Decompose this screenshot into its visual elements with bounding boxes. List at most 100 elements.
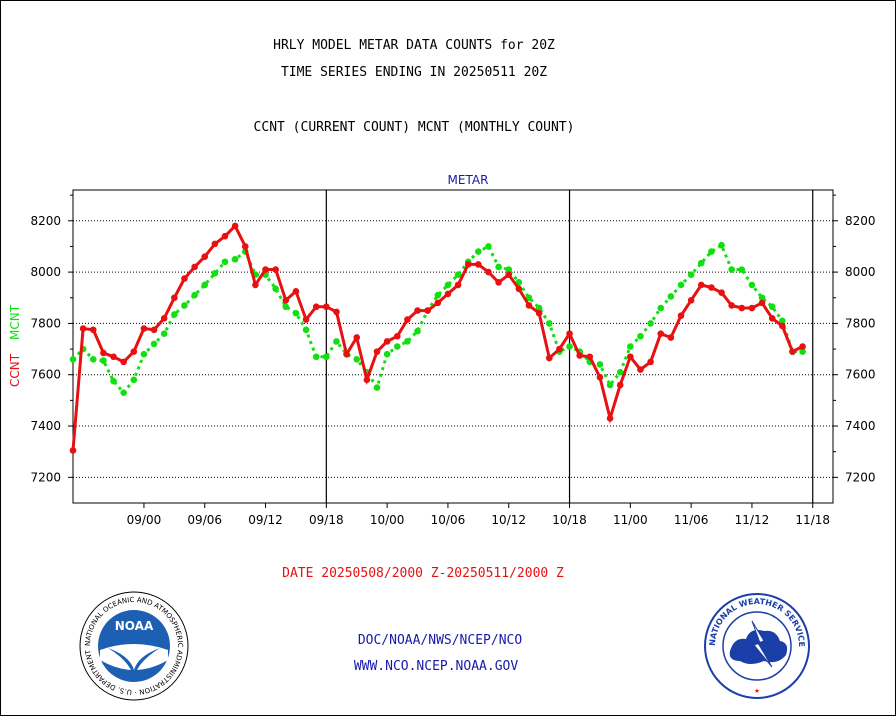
mcnt-series-point (485, 243, 492, 250)
mcnt-series-point (697, 259, 705, 267)
ccnt-series-point (171, 294, 178, 302)
ccnt-series-point (302, 316, 310, 323)
mcnt-series-point (100, 357, 107, 364)
mcnt-series-point (495, 263, 502, 271)
mcnt-series-point (160, 330, 168, 337)
ccnt-series-point (363, 376, 371, 384)
mcnt-series-point (606, 381, 614, 389)
y-tick-label-left: 7200 (30, 470, 61, 484)
x-tick-label: 09/12 (248, 513, 283, 527)
noaa-logo-text: NOAA (115, 619, 154, 633)
mcnt-series-point (779, 317, 786, 325)
ccnt-series-point (191, 263, 198, 271)
mcnt-series-point (444, 281, 452, 289)
ccnt-series-point (667, 334, 675, 341)
ccnt-series-point (616, 381, 624, 389)
mcnt-series-point (728, 266, 735, 273)
mcnt-series-point (373, 384, 381, 391)
mcnt-series-point (738, 266, 746, 273)
mcnt-series-point (110, 377, 117, 385)
mcnt-series-point (231, 255, 239, 263)
mcnt-series-point (292, 309, 300, 317)
mcnt-series-point (150, 340, 158, 348)
y-axis-label-mcnt: MCNT (8, 304, 22, 340)
ccnt-series-point (201, 253, 209, 261)
y-axis-label-ccnt: CCNT (8, 353, 22, 387)
agency-label: DOC/NOAA/NWS/NCEP/NCO (357, 633, 523, 648)
ccnt-series-point (414, 307, 421, 314)
ccnt-series-point (282, 297, 290, 304)
mcnt-series-point (221, 258, 229, 266)
ccnt-series-point (444, 290, 452, 298)
ccnt-series-point (343, 350, 350, 358)
mcnt-series-point (657, 304, 665, 312)
mcnt-series-point (545, 320, 553, 327)
mcnt-series-point (758, 294, 766, 302)
noaa-logo: NATIONAL OCEANIC AND ATMOSPHERIC ADMINIS… (78, 590, 189, 701)
mcnt-series-point (171, 311, 178, 318)
ccnt-series-point (515, 285, 523, 293)
x-tick-label: 10/06 (431, 513, 466, 527)
ccnt-series-point (130, 348, 138, 355)
ccnt-series-point (89, 326, 97, 334)
ccnt-series-point (799, 343, 806, 350)
date-range-label: DATE 20250508/2000 Z-20250511/2000 Z (282, 566, 564, 581)
ccnt-series-point (545, 354, 553, 362)
ccnt-series-point (657, 330, 665, 337)
ccnt-series-point (768, 314, 776, 322)
ccnt-series-point (637, 366, 644, 373)
mcnt-series-point (333, 338, 340, 345)
ccnt-series-point (596, 373, 604, 381)
ccnt-series-point (738, 304, 746, 312)
mcnt-series-point (120, 389, 127, 396)
mcnt-series-point (677, 281, 685, 289)
mcnt-series-point (282, 303, 290, 311)
mcnt-series-point (596, 361, 604, 368)
y-tick-label-left: 7400 (30, 419, 61, 433)
ccnt-series-point (241, 243, 249, 250)
y-tick-label-right: 8200 (845, 214, 876, 228)
y-tick-label-left: 8000 (30, 265, 61, 279)
ccnt-series-point (475, 261, 482, 268)
mcnt-series-point (708, 248, 715, 255)
website-label: WWW.NCO.NCEP.NOAA.GOV (353, 659, 519, 674)
ccnt-series-point (272, 266, 279, 273)
ccnt-series-point (556, 345, 563, 353)
mcnt-series-point (799, 348, 806, 355)
y-tick-label-left: 7600 (30, 368, 61, 382)
x-tick-label: 10/12 (491, 513, 526, 527)
mcnt-series-point (89, 356, 97, 363)
ccnt-series-point (262, 266, 269, 273)
ccnt-series-point (434, 299, 442, 307)
mcnt-series-point (201, 281, 209, 289)
ccnt-series-point (373, 348, 381, 355)
mcnt-series-point (272, 285, 279, 293)
ccnt-series-point (535, 309, 543, 317)
x-tick-label: 09/06 (187, 513, 222, 527)
mcnt-series-point (383, 350, 391, 358)
ccnt-series-point (758, 299, 766, 307)
mcnt-series-point (312, 353, 320, 361)
ccnt-series-point (252, 281, 259, 289)
mcnt-series-point (404, 338, 411, 345)
x-tick-label: 11/00 (613, 513, 648, 527)
mcnt-series-point (211, 270, 219, 277)
ccnt-series-point (211, 240, 219, 248)
x-tick-label: 10/00 (370, 513, 405, 527)
mcnt-series-point (393, 343, 401, 350)
mcnt-series-point (414, 327, 421, 335)
x-tick-label: 11/12 (735, 513, 770, 527)
mcnt-series-point (748, 281, 756, 289)
nws-logo: NATIONAL WEATHER SERVICE ★ (704, 593, 810, 699)
ccnt-series-point (150, 326, 158, 334)
plot-frame (72, 189, 834, 504)
ccnt-series-point (69, 447, 77, 454)
ccnt-series-point (454, 281, 462, 289)
mcnt-series-point (323, 353, 330, 361)
ccnt-series-point (525, 302, 533, 309)
mcnt-series-point (69, 356, 77, 363)
y-tick-label-right: 7200 (845, 470, 876, 484)
chart-title-line-1: HRLY MODEL METAR DATA COUNTS for 20Z (273, 38, 555, 53)
ccnt-series-point (677, 312, 685, 320)
mcnt-series-point (647, 320, 654, 327)
